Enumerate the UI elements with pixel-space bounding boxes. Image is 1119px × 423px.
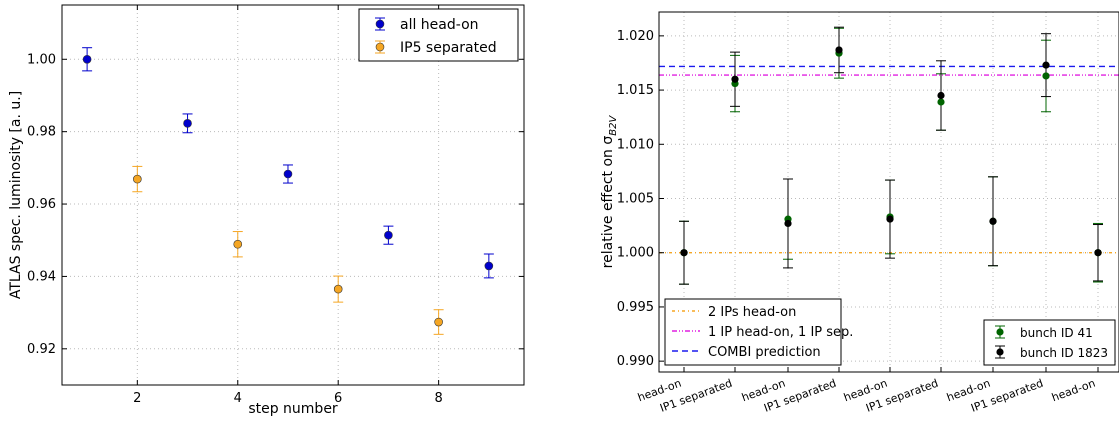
right-y-axis-label: relative effect on σB2V: [600, 115, 619, 269]
left-point-s1: [133, 174, 142, 184]
legend-bunch-id-1823: bunch ID 1823: [1020, 346, 1108, 360]
right-x-category-label: head-on: [1050, 377, 1097, 405]
right-point-s1: [1094, 249, 1102, 257]
right-point-s1: [886, 215, 894, 223]
left-marks: [82, 47, 494, 335]
legend-1-ip-head-on-1-ip-sep: 1 IP head-on, 1 IP sep.: [708, 325, 853, 340]
right-legend-marker: [996, 348, 1004, 356]
legend-all-head-on: all head-on: [400, 17, 479, 33]
right-y-tick-label: 1.005: [617, 192, 654, 207]
legend-ip5-separated: IP5 separated: [400, 40, 497, 56]
right-point-s0: [1042, 72, 1050, 80]
left-y-tick-label: 1.00: [27, 52, 56, 67]
right-y-tick-label: 0.990: [617, 354, 654, 369]
left-x-tick-label: 6: [334, 391, 342, 406]
left-point-s0: [183, 119, 192, 128]
right-point-s1: [680, 249, 688, 257]
left-x-axis-label: step number: [248, 401, 338, 417]
left-legend: all head-on IP5 separated: [358, 8, 519, 62]
right-point-s1: [731, 75, 739, 83]
right-point-s1: [835, 46, 843, 54]
right-point-s1: [937, 91, 945, 100]
right-legend-markers: [995, 325, 1005, 359]
right-point-s1: [989, 217, 997, 225]
left-y-tick-label: 0.92: [27, 342, 56, 357]
left-point-s0: [384, 230, 393, 240]
right-reference-lines: [659, 65, 1119, 254]
left-plot-frame: [61, 4, 525, 386]
right-y-tick-label: 1.000: [617, 246, 654, 261]
left-y-tick-label: 0.98: [27, 125, 56, 140]
left-point-s0: [82, 54, 92, 64]
left-x-tick-label: 2: [133, 391, 141, 406]
left-x-tick-label: 8: [434, 391, 442, 406]
left-legend-box: [358, 8, 519, 62]
left-point-s1: [333, 284, 343, 294]
left-y-tick-label: 0.96: [27, 197, 56, 212]
left-ticks: 2 4 6 8 0.92 0.94 0.96 0.98 1.00: [27, 5, 524, 406]
right-point-s1: [1042, 61, 1050, 69]
left-y-tick-label: 0.94: [27, 269, 56, 284]
left-point-s0: [484, 261, 494, 271]
legend-bunch-id-41: bunch ID 41: [1020, 326, 1093, 340]
left-legend-markers: [375, 17, 385, 54]
left-chart: 2 4 6 8 0.92 0.94 0.96 0.98 1.00 step number ATL…: [8, 4, 525, 417]
right-y-tick-label: 1.010: [617, 137, 654, 152]
left-point-s0: [283, 169, 293, 179]
left-y-axis-label: ATLAS spec. luminosity [a. u.]: [8, 91, 24, 299]
left-point-s1: [233, 239, 243, 249]
right-legend-lines: 2 IPs head-on 1 IP head-on, 1 IP sep. CO…: [664, 298, 853, 366]
right-point-s1: [784, 219, 792, 228]
right-plot-frame: [658, 11, 1119, 373]
right-y-tick-label: 1.020: [617, 29, 654, 44]
left-x-tick-label: 4: [234, 391, 242, 406]
right-legend-line-samples: [672, 310, 700, 352]
right-legend-bunches-box: [983, 319, 1116, 366]
left-point-s1: [434, 317, 443, 327]
left-legend-marker: [375, 42, 385, 52]
legend-combi-prediction: COMBI prediction: [708, 345, 821, 360]
legend-2-ips-head-on: 2 IPs head-on: [708, 305, 796, 320]
right-point-s0: [937, 98, 945, 106]
right-legend-bunches: bunch ID 41 bunch ID 1823: [983, 319, 1116, 366]
right-y-tick-label: 0.995: [617, 300, 654, 315]
right-legend-lines-box: [664, 298, 842, 366]
left-legend-marker: [375, 19, 385, 29]
right-legend-marker: [996, 328, 1004, 336]
right-y-tick-label: 1.015: [617, 83, 654, 98]
right-marks: [679, 26, 1103, 285]
left-grid: [62, 5, 524, 385]
